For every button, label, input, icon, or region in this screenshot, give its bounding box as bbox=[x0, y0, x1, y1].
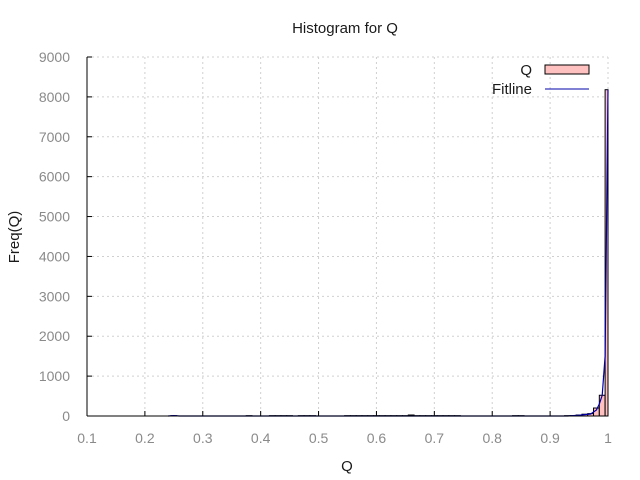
y-tick-label: 7000 bbox=[39, 129, 70, 145]
y-tick-label: 9000 bbox=[39, 49, 70, 65]
x-tick-label: 0.8 bbox=[482, 430, 502, 446]
legend-label-fitline: Fitline bbox=[492, 81, 532, 98]
legend-swatch-q bbox=[544, 64, 590, 75]
y-tick-label: 8000 bbox=[39, 89, 70, 105]
grid bbox=[86, 56, 609, 417]
x-tick-label: 0.6 bbox=[367, 430, 387, 446]
histogram-bar bbox=[598, 394, 606, 417]
chart-title: Histogram for Q bbox=[292, 20, 398, 37]
x-tick-label: 0.7 bbox=[425, 430, 445, 446]
y-tick-label: 3000 bbox=[39, 288, 70, 304]
y-tick-label: 2000 bbox=[39, 328, 70, 344]
y-tick-label: 4000 bbox=[39, 248, 70, 264]
legend-label-q: Q bbox=[520, 62, 532, 79]
x-tick-label: 0.4 bbox=[251, 430, 271, 446]
x-tick-label: 0.1 bbox=[77, 430, 97, 446]
x-tick-label: 0.2 bbox=[135, 430, 155, 446]
y-axis-label: Freq(Q) bbox=[6, 211, 23, 264]
y-tick-label: 6000 bbox=[39, 169, 70, 185]
y-tick-label: 1000 bbox=[39, 368, 70, 384]
x-tick-label: 0.9 bbox=[540, 430, 560, 446]
y-tick-label: 0 bbox=[62, 408, 70, 424]
y-tick-label: 5000 bbox=[39, 209, 70, 225]
x-tick-label: 1 bbox=[604, 430, 612, 446]
x-tick-label: 0.5 bbox=[309, 430, 329, 446]
axes bbox=[86, 56, 609, 417]
x-tick-label: 0.3 bbox=[193, 430, 213, 446]
x-axis-label: Q bbox=[341, 458, 353, 475]
tick-labels: 0.1 0.2 0.3 0.4 0.5 0.6 0.7 0.8 0.9 1 0 1000 2000 300… bbox=[39, 49, 612, 446]
legend: Q Fitline bbox=[492, 62, 590, 98]
